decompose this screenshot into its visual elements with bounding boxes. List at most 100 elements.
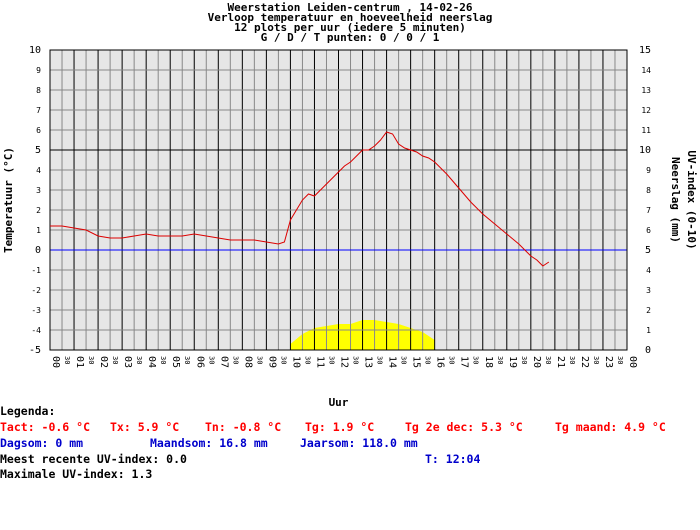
x-hour-label: 08 (242, 356, 253, 368)
y-right-tick-label: 10 (639, 145, 651, 156)
legend-uv-max: Maximale UV-index: 1.3 (0, 467, 153, 481)
legend-heading: Legenda: (0, 404, 56, 418)
x-halfhour-label: 30 (448, 356, 456, 364)
x-halfhour-label: 30 (87, 356, 95, 364)
y-left-tick-label: -4 (31, 326, 41, 335)
legend-tg: Tg: 1.9 °C (305, 420, 375, 434)
x-halfhour-label: 30 (111, 356, 119, 364)
legend-tn: Tn: -0.8 °C (205, 420, 282, 434)
x-halfhour-label: 30 (376, 356, 384, 364)
y-right-tick-label: 6 (646, 226, 651, 235)
y-right-tick-label: 15 (639, 45, 651, 56)
x-halfhour-label: 30 (352, 356, 360, 364)
plots-info: 12 plots per uur (iedere 5 minuten) (234, 21, 466, 34)
y-left-tick-label: 8 (36, 86, 41, 95)
x-hour-label: 17 (459, 356, 470, 368)
y-left-tick-label: -5 (29, 345, 41, 356)
x-hour-label: 03 (122, 356, 133, 368)
legend-time: T: 12:04 (425, 452, 481, 466)
x-halfhour-label: 30 (231, 356, 239, 364)
legend-dagsom: Dagsom: 0 mm (0, 436, 84, 450)
x-hour-label: 15 (411, 356, 422, 368)
x-hour-label: 04 (146, 356, 157, 368)
x-hour-label: 09 (266, 356, 277, 368)
x-hour-label: 22 (579, 356, 590, 368)
x-axis-label: Uur (329, 396, 349, 409)
y-right-tick-label: 14 (641, 66, 651, 75)
x-halfhour-label: 30 (592, 356, 600, 364)
x-hour-label: 07 (218, 356, 229, 368)
y-right-tick-label: 0 (645, 345, 651, 356)
x-hour-label: 14 (387, 356, 398, 368)
x-hour-label: 02 (98, 356, 109, 368)
x-halfhour-label: 30 (303, 356, 311, 364)
x-halfhour-label: 30 (327, 356, 335, 364)
x-hour-label: 19 (507, 356, 518, 368)
x-hour-label: 18 (483, 356, 494, 368)
legend-tact: Tact: -0.6 °C (0, 420, 91, 434)
chart-title: Weerstation Leiden-centrum , 14-02-26 (227, 1, 473, 14)
x-hour-label: 01 (74, 356, 85, 368)
x-hour-label: 05 (170, 356, 181, 368)
temperature-line (50, 131, 550, 267)
legend-tg-2e-dec: Tg 2e dec: 5.3 °C (405, 420, 523, 434)
x-hour-label: 10 (290, 356, 301, 368)
x-halfhour-label: 30 (400, 356, 408, 364)
x-halfhour-label: 30 (207, 356, 215, 364)
y-left-tick-label: 7 (36, 106, 41, 115)
plot-frame (49, 49, 628, 351)
chart-subtitle: Verloop temperatuur en hoeveelheid neers… (207, 11, 493, 24)
y-right-tick-label: 7 (646, 206, 651, 215)
temperature-chart: 109876543210-1-2-3-4-5151413121110987654… (2, 45, 698, 409)
y-left-tick-label: -3 (31, 306, 41, 315)
x-halfhour-label: 30 (424, 356, 432, 364)
x-hour-label: 00 (627, 356, 638, 368)
y-left-tick-label: -1 (31, 266, 41, 275)
y-right-tick-label: 12 (641, 106, 651, 115)
x-hour-label: 12 (339, 356, 350, 368)
x-hour-label: 20 (531, 356, 542, 368)
y-right-tick-label: 11 (641, 126, 651, 135)
legend-jaarsom: Jaarsom: 118.0 mm (300, 436, 418, 450)
x-halfhour-label: 30 (279, 356, 287, 364)
y-left-axis-label: Temperatuur (°C) (2, 147, 15, 253)
x-halfhour-label: 30 (135, 356, 143, 364)
y-left-tick-label: 4 (36, 166, 41, 175)
x-halfhour-label: 30 (63, 356, 71, 364)
y-left-tick-label: 10 (29, 45, 41, 56)
y-right-tick-label: 4 (646, 266, 651, 275)
x-hour-label: 21 (555, 356, 566, 368)
y-right-axis-label-neerslag: Neerslag (mm) (669, 157, 682, 243)
y-left-tick-label: 2 (36, 206, 41, 215)
x-hour-label: 06 (194, 356, 205, 368)
points-info: G / D / T punten: 0 / 0 / 1 (260, 31, 440, 44)
x-hour-label: 16 (435, 356, 446, 368)
y-left-tick-label: 5 (35, 145, 41, 156)
y-right-tick-label: 1 (646, 326, 651, 335)
legend-tg-maand: Tg maand: 4.9 °C (555, 420, 666, 434)
y-right-tick-label: 8 (646, 186, 651, 195)
y-left-tick-label: 9 (36, 66, 41, 75)
y-left-tick-label: 1 (36, 226, 41, 235)
legend-maandsom: Maandsom: 16.8 mm (150, 436, 268, 450)
y-right-axis-label-uv: UV-index (0-10) (685, 150, 698, 249)
x-hour-label: 00 (50, 356, 61, 368)
x-halfhour-label: 30 (472, 356, 480, 364)
x-hour-label: 23 (603, 356, 614, 368)
y-right-tick-label: 5 (645, 245, 651, 256)
x-halfhour-label: 30 (520, 356, 528, 364)
y-right-tick-label: 3 (646, 286, 651, 295)
x-hour-label: 11 (314, 356, 325, 368)
x-halfhour-label: 30 (183, 356, 191, 364)
y-right-tick-label: 2 (646, 306, 651, 315)
y-right-tick-label: 13 (641, 86, 651, 95)
x-halfhour-label: 30 (496, 356, 504, 364)
y-left-tick-label: 0 (35, 245, 41, 256)
y-right-tick-label: 9 (646, 166, 651, 175)
y-left-tick-label: 3 (36, 186, 41, 195)
y-left-tick-label: -2 (31, 286, 41, 295)
x-halfhour-label: 30 (544, 356, 552, 364)
x-halfhour-label: 30 (568, 356, 576, 364)
x-hour-label: 13 (363, 356, 374, 368)
x-halfhour-label: 30 (255, 356, 263, 364)
